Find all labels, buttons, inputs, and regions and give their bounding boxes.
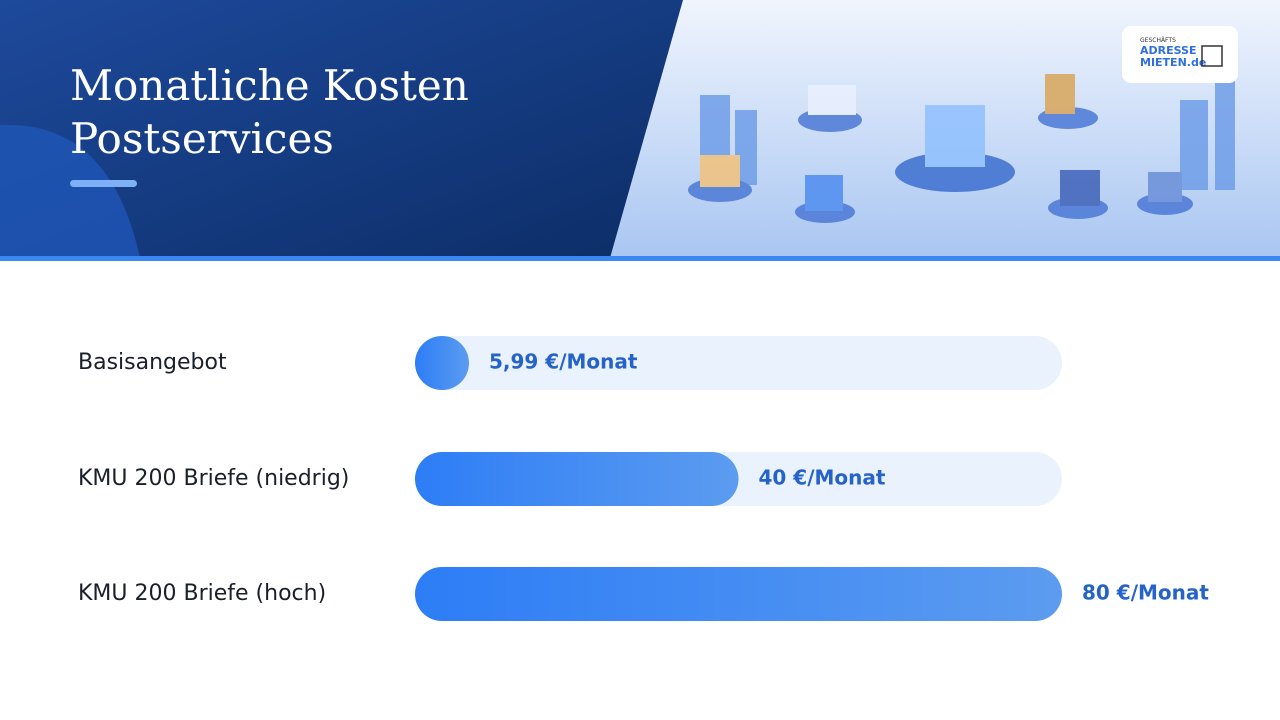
value-label: 5,99 €/Monat (489, 350, 638, 374)
logo-icon (1201, 45, 1223, 67)
bar (415, 336, 469, 390)
logo-text: GESCHÄFTS (1140, 37, 1176, 44)
header-accent (0, 124, 140, 259)
logo-text: ADRESSE (1140, 44, 1197, 57)
chart-title: Monatliche Kosten Postservices (70, 61, 469, 163)
value-label: 80 €/Monat (1082, 581, 1209, 605)
title-underline (70, 180, 137, 187)
category-label: KMU 200 Briefe (niedrig) (78, 466, 349, 491)
bar-track (415, 336, 1062, 390)
category-label: KMU 200 Briefe (hoch) (78, 581, 326, 606)
header-rule (0, 256, 1280, 261)
logo-box (1122, 26, 1238, 83)
header-panel (0, 0, 683, 258)
bar (415, 567, 1062, 621)
illustration (688, 74, 1235, 223)
value-label: 40 €/Monat (759, 466, 886, 490)
category-label: Basisangebot (78, 350, 227, 375)
bar (415, 452, 739, 506)
logo-text: MIETEN.de (1140, 56, 1206, 69)
